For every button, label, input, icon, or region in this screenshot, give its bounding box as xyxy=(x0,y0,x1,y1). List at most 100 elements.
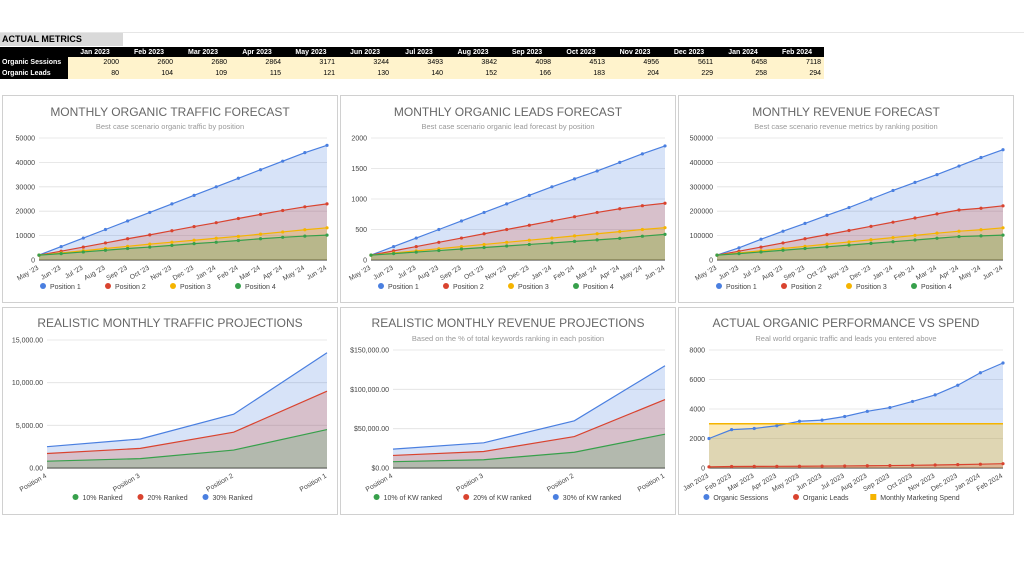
legend-swatch xyxy=(870,494,877,500)
point-organic-sessions xyxy=(978,371,982,375)
table-cell[interactable]: 4098 xyxy=(500,57,554,68)
point-position-3 xyxy=(572,234,577,238)
area-organic-sessions xyxy=(709,363,1003,468)
table-cell[interactable]: 104 xyxy=(122,68,176,79)
chart-card-performance-vs-spend[interactable]: ACTUAL ORGANIC PERFORMANCE VS SPEND Real … xyxy=(678,307,1014,515)
x-tick-label: May '24 xyxy=(282,265,306,283)
point-position-4 xyxy=(663,232,667,236)
y-tick-label: 0 xyxy=(363,258,367,265)
legend-swatch xyxy=(443,283,449,289)
x-tick-label: Position 3 xyxy=(455,473,485,494)
line-10-of-kw-ranked xyxy=(392,433,666,463)
point-position-3 xyxy=(957,229,961,233)
point-position-1 xyxy=(303,151,307,155)
table-cell[interactable]: 258 xyxy=(716,68,770,79)
point-position-2 xyxy=(437,240,441,244)
area-position-3 xyxy=(371,227,665,260)
table-cell[interactable]: 2000 xyxy=(68,57,122,68)
table-cell[interactable]: 294 xyxy=(770,68,824,79)
point-position-3 xyxy=(595,232,599,236)
point-position-2 xyxy=(148,233,152,237)
table-cell[interactable]: 166 xyxy=(500,68,554,79)
chart-card-revenue-projections[interactable]: REALISTIC MONTHLY REVENUE PROJECTIONS Bas… xyxy=(340,307,676,515)
legend-swatch xyxy=(72,494,79,500)
table-cell[interactable]: 109 xyxy=(176,68,230,79)
point-organic-leads xyxy=(775,464,779,468)
x-tick-label: Mar 2023 xyxy=(727,473,756,494)
table-cell[interactable]: 2600 xyxy=(122,57,176,68)
point-position-1 xyxy=(640,152,644,156)
table-cell[interactable]: 2680 xyxy=(176,57,230,68)
point-position-3 xyxy=(258,232,263,236)
table-cell[interactable]: 6458 xyxy=(716,57,770,68)
metrics-header-row: Jan 2023 Feb 2023 Mar 2023 Apr 2023 May 2023… xyxy=(0,47,824,57)
table-cell[interactable]: 3842 xyxy=(446,57,500,68)
chart-card-leads-forecast[interactable]: MONTHLY ORGANIC LEADS FORECAST Best case … xyxy=(340,95,676,303)
point-position-4 xyxy=(527,242,531,247)
table-cell[interactable]: 3493 xyxy=(392,57,446,68)
table-cell[interactable]: 3244 xyxy=(338,57,392,68)
point-position-4 xyxy=(505,244,509,248)
legend-swatch xyxy=(781,283,787,289)
legend-label: Position 2 xyxy=(115,284,146,291)
point-position-4 xyxy=(281,235,285,239)
chart-card-traffic-forecast[interactable]: MONTHLY ORGANIC TRAFFIC FORECAST Best cas… xyxy=(2,95,338,303)
table-cell[interactable]: 183 xyxy=(554,68,608,79)
point-position-2 xyxy=(214,221,218,225)
point-organic-sessions xyxy=(797,419,802,423)
chart-card-traffic-projections[interactable]: REALISTIC MONTHLY TRAFFIC PROJECTIONS 0.0… xyxy=(2,307,338,515)
legend-label: Position 4 xyxy=(583,284,614,291)
x-tick-label: Jun '24 xyxy=(306,265,328,282)
month-header: May 2023 xyxy=(284,47,338,57)
x-tick-label: Sep '23 xyxy=(105,265,128,283)
table-cell[interactable]: 80 xyxy=(68,68,122,79)
table-cell[interactable]: 4956 xyxy=(608,57,662,68)
point-position-2 xyxy=(663,201,667,205)
chart-title: REALISTIC MONTHLY TRAFFIC PROJECTIONS xyxy=(37,316,302,330)
legend-swatch xyxy=(508,283,514,289)
point-position-1 xyxy=(979,155,983,160)
x-tick-label: May '24 xyxy=(958,265,982,283)
table-cell[interactable]: 7118 xyxy=(770,57,824,68)
legend-label: Position 2 xyxy=(453,284,484,291)
point-position-3 xyxy=(126,244,130,248)
point-position-2 xyxy=(825,233,829,237)
point-position-3 xyxy=(869,238,873,242)
table-cell[interactable]: 2864 xyxy=(230,57,284,68)
point-position-2 xyxy=(891,220,895,224)
legend-swatch xyxy=(463,494,470,500)
point-position-1 xyxy=(847,205,851,210)
table-cell[interactable]: 4513 xyxy=(554,57,608,68)
line-30-of-kw-ranked xyxy=(392,365,666,450)
legend-swatch xyxy=(793,494,799,500)
legend-swatch xyxy=(105,283,111,289)
point-position-1 xyxy=(1001,148,1005,152)
legend-swatch xyxy=(911,283,917,289)
x-tick-label: Position 4 xyxy=(19,473,49,494)
point-position-2 xyxy=(236,216,240,221)
point-position-1 xyxy=(803,221,807,225)
point-position-2 xyxy=(759,245,763,249)
area-position-3 xyxy=(39,227,327,260)
table-cell[interactable]: 3171 xyxy=(284,57,338,68)
legend-label: 20% of KW ranked xyxy=(473,495,531,502)
point-position-2 xyxy=(957,208,961,212)
point-position-4 xyxy=(192,242,196,246)
point-position-4 xyxy=(737,252,741,256)
table-cell[interactable]: 115 xyxy=(230,68,284,79)
point-position-4 xyxy=(935,236,939,240)
x-tick-label: Jun 2023 xyxy=(795,473,823,493)
point-position-2 xyxy=(869,224,873,228)
point-position-3 xyxy=(979,228,983,232)
table-cell[interactable]: 130 xyxy=(338,68,392,79)
table-cell[interactable]: 204 xyxy=(608,68,662,79)
table-cell[interactable]: 152 xyxy=(446,68,500,79)
table-cell[interactable]: 140 xyxy=(392,68,446,79)
table-cell[interactable]: 5611 xyxy=(662,57,716,68)
table-cell[interactable]: 121 xyxy=(284,68,338,79)
x-tick-label: Position 4 xyxy=(365,473,395,494)
point-position-2 xyxy=(550,219,554,223)
chart-card-revenue-forecast[interactable]: MONTHLY REVENUE FORECAST Best case scenar… xyxy=(678,95,1014,303)
x-tick-label: Apr '24 xyxy=(938,265,960,282)
table-cell[interactable]: 229 xyxy=(662,68,716,79)
